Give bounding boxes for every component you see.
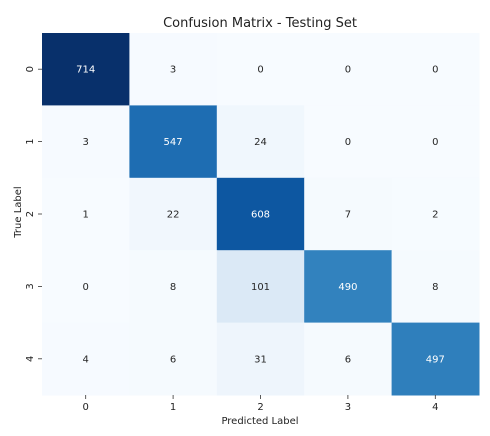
heatmap-cell-r2-c4 <box>391 177 480 251</box>
y-tick-label: 4 <box>25 356 36 362</box>
cell-value-r3-c0: 0 <box>83 282 89 293</box>
heatmap-cell-r2-c0 <box>42 177 130 251</box>
y-tick-label: 1 <box>25 138 36 144</box>
y-tick-label: 3 <box>25 283 36 289</box>
heatmap-cell-r1-c3 <box>304 105 393 179</box>
cell-value-r0-c0: 714 <box>76 65 95 76</box>
heatmap-cell-r4-c0 <box>42 322 130 396</box>
x-tick-label: 2 <box>257 402 263 413</box>
heatmap-cell-r1-c1 <box>129 105 218 179</box>
cell-value-r1-c4: 0 <box>432 137 438 148</box>
x-axis-ticks: 0 1 2 3 4 <box>83 395 438 413</box>
heatmap-cell-r0-c0 <box>42 33 130 106</box>
cell-value-r1-c3: 0 <box>345 137 351 148</box>
heatmap-cell-r4-c3 <box>304 322 393 396</box>
heatmap-cell-r4-c4 <box>391 322 480 396</box>
heatmap-cell-r4-c1 <box>129 322 218 396</box>
heatmap-cell-r1-c4 <box>391 105 480 179</box>
cell-value-r4-c0: 4 <box>83 354 89 365</box>
y-tick-label: 0 <box>25 66 36 72</box>
cell-value-r2-c4: 2 <box>432 210 438 221</box>
heatmap-cell-r2-c1 <box>129 177 218 251</box>
y-tick-label: 2 <box>25 211 36 217</box>
cell-value-r3-c1: 8 <box>170 282 176 293</box>
cell-value-r4-c4: 497 <box>426 354 445 365</box>
cell-value-r1-c1: 547 <box>164 137 183 148</box>
x-tick-label: 1 <box>170 402 176 413</box>
cell-value-r1-c0: 3 <box>83 137 89 148</box>
chart-title: Confusion Matrix - Testing Set <box>163 16 357 31</box>
heatmap-cell-r1-c0 <box>42 105 130 179</box>
y-axis-ticks: 0 1 2 3 4 <box>25 66 42 362</box>
y-axis-label: True Label <box>13 186 24 238</box>
cell-value-r3-c4: 8 <box>432 282 438 293</box>
heatmap-cell-r4-c2 <box>216 322 305 396</box>
heatmap-cell-r3-c1 <box>129 250 218 324</box>
cell-value-r0-c2: 0 <box>257 65 263 76</box>
heatmap-cell-r2-c3 <box>304 177 393 251</box>
cell-value-r3-c2: 101 <box>251 282 270 293</box>
heatmap-cell-r3-c2 <box>216 250 305 324</box>
heatmap-cell-r3-c0 <box>42 250 130 324</box>
heatmap-cell-r1-c2 <box>216 105 305 179</box>
cell-value-r2-c1: 22 <box>167 210 180 221</box>
heatmap-cell-r0-c2 <box>216 33 305 106</box>
heatmap-cell-r0-c4 <box>391 33 480 106</box>
cell-value-r1-c2: 24 <box>254 137 267 148</box>
heatmap-cells <box>42 33 480 396</box>
heatmap-cell-labels: 714 3 0 0 0 3 547 24 0 0 1 22 608 7 2 0 8 101 490 8 4 6 31 6 497 <box>76 65 445 366</box>
cell-value-r4-c1: 6 <box>170 354 176 365</box>
cell-value-r2-c3: 7 <box>345 210 351 221</box>
cell-value-r3-c3: 490 <box>338 282 357 293</box>
cell-value-r2-c2: 608 <box>251 210 270 221</box>
cell-value-r0-c1: 3 <box>170 65 176 76</box>
heatmap-cell-r3-c3 <box>304 250 393 324</box>
cell-value-r2-c0: 1 <box>83 210 89 221</box>
x-tick-label: 4 <box>432 402 438 413</box>
cell-value-r0-c4: 0 <box>432 65 438 76</box>
heatmap-cell-r0-c1 <box>129 33 218 106</box>
cell-value-r0-c3: 0 <box>345 65 351 76</box>
cell-value-r4-c3: 6 <box>345 354 351 365</box>
x-tick-label: 3 <box>345 402 351 413</box>
x-axis-label: Predicted Label <box>221 416 298 427</box>
heatmap-cell-r3-c4 <box>391 250 480 324</box>
cell-value-r4-c2: 31 <box>254 354 267 365</box>
heatmap-cell-r0-c3 <box>304 33 393 106</box>
x-tick-label: 0 <box>83 402 89 413</box>
heatmap-cell-r2-c2 <box>216 177 305 251</box>
